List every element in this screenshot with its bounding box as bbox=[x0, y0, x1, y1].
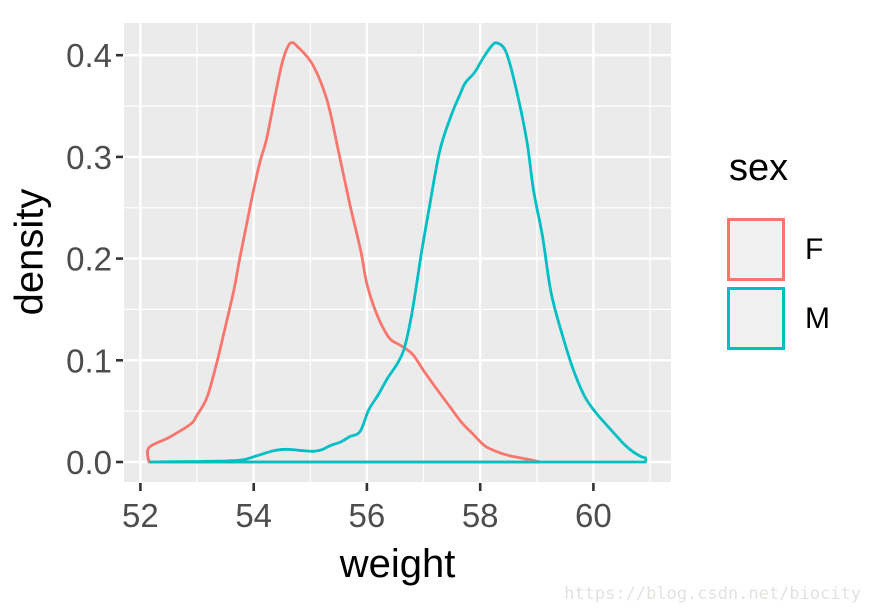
legend-item-m: M bbox=[727, 287, 830, 350]
x-tick-label: 60 bbox=[575, 497, 612, 534]
legend-key-m-swatch bbox=[727, 287, 785, 350]
y-tick-label: 0.3 bbox=[66, 139, 112, 176]
y-tick-label: 0.0 bbox=[66, 444, 112, 481]
x-tick-label: 56 bbox=[349, 497, 386, 534]
legend-label-f: F bbox=[805, 232, 824, 266]
x-tick-label: 52 bbox=[122, 497, 159, 534]
panel-background bbox=[124, 23, 671, 482]
y-axis-title: density bbox=[7, 188, 52, 316]
density-curve-f bbox=[146, 41, 541, 464]
watermark-url: https://blog.csdn.net/biocity bbox=[564, 584, 861, 604]
legend-title: sex bbox=[729, 147, 789, 189]
x-tick-label: 58 bbox=[462, 497, 499, 534]
x-tick-label: 54 bbox=[235, 497, 272, 534]
y-tick-label: 0.4 bbox=[66, 37, 112, 74]
density-curve-m bbox=[149, 41, 648, 464]
legend-key-f-swatch bbox=[727, 218, 785, 281]
legend-label-m: M bbox=[805, 301, 830, 335]
legend: sex F M bbox=[727, 146, 830, 356]
y-tick-label: 0.2 bbox=[66, 241, 112, 278]
x-axis-title: weight bbox=[339, 542, 456, 586]
y-tick-label: 0.1 bbox=[66, 342, 112, 379]
legend-item-f: F bbox=[727, 218, 830, 281]
